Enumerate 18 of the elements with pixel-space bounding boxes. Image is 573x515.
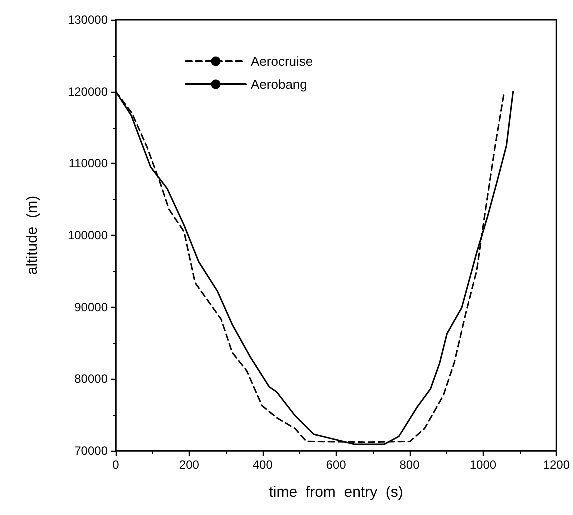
x-tick-label: 400	[252, 458, 274, 472]
y-tick-label: 80000	[74, 372, 108, 386]
legend-label: Aerobang	[251, 77, 308, 92]
x-axis-title: time from entry (s)	[269, 484, 404, 501]
y-tick-label: 90000	[74, 300, 108, 314]
x-tick-label: 0	[112, 458, 120, 472]
y-tick-label: 110000	[68, 156, 108, 171]
y-axis-title: altitude (m)	[24, 196, 41, 276]
x-tick-label: 1000	[470, 458, 497, 472]
x-tick-label: 1200	[543, 458, 570, 472]
y-tick-label: 120000	[68, 84, 108, 99]
y-tick-label: 130000	[68, 13, 108, 27]
x-tick-label: 800	[400, 458, 420, 472]
y-tick-label: 70000	[74, 444, 108, 458]
x-tick-label: 600	[326, 458, 347, 472]
legend-label: Aerocruise	[251, 54, 314, 69]
x-tick-label: 200	[179, 458, 200, 472]
y-tick-label: 100000	[68, 228, 108, 242]
